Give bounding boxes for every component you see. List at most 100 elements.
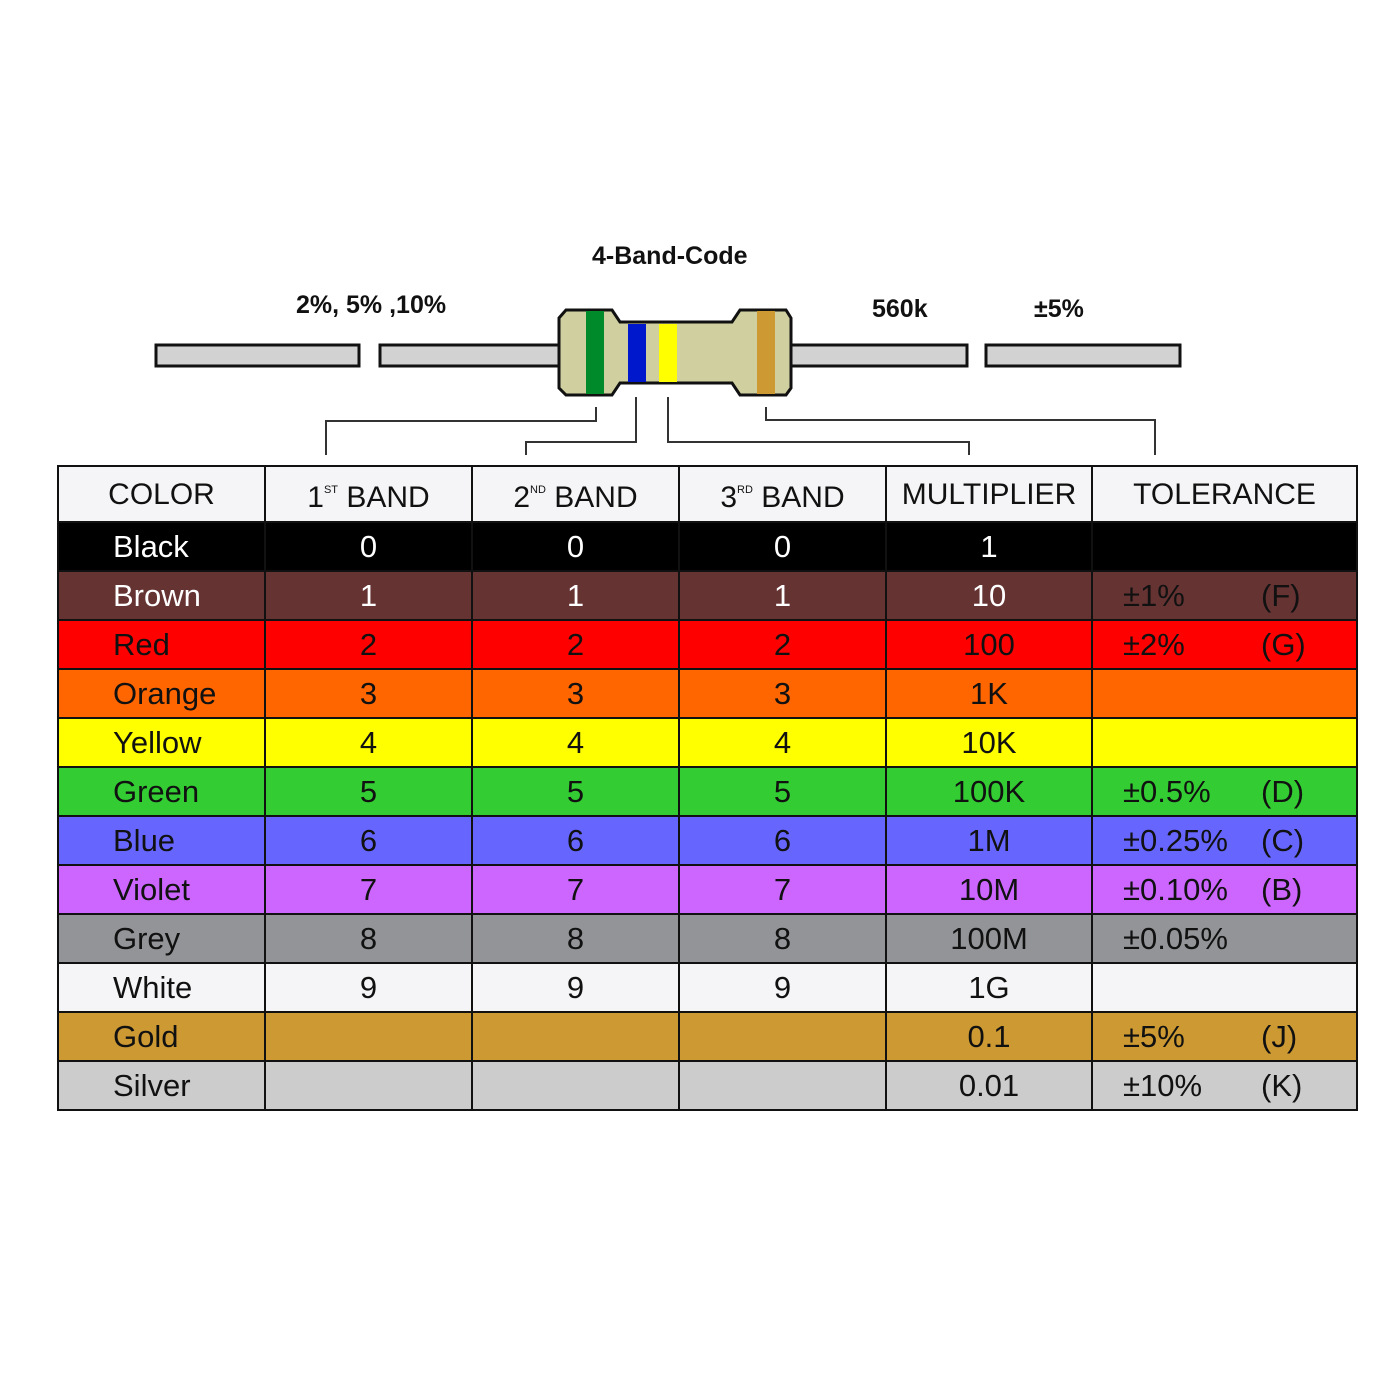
band2-cell	[471, 1060, 680, 1111]
color-name-cell: Silver	[57, 1060, 266, 1111]
tolerance-code: (K)	[1261, 1068, 1303, 1103]
tolerance-code: (F)	[1261, 578, 1301, 613]
band2-cell: 4	[471, 717, 680, 768]
band3-cell: 4	[678, 717, 887, 768]
band1-cell: 4	[264, 717, 473, 768]
band3-cell: 5	[678, 766, 887, 817]
band1-cell: 6	[264, 815, 473, 866]
header-text: 3	[720, 481, 738, 514]
tolerance-cell	[1091, 962, 1358, 1013]
table-row-blue: Blue 6 6 6 1M ±0.25% (C)	[57, 815, 1358, 866]
resistor-diagram	[154, 308, 1182, 455]
multiplier-cell: 100	[885, 619, 1093, 670]
band-1	[586, 311, 604, 394]
tolerance-code: (D)	[1261, 774, 1305, 809]
value-label: 560k	[872, 295, 928, 323]
header-text-rest: BAND	[338, 481, 430, 514]
multiplier-cell: 0.01	[885, 1060, 1093, 1111]
tolerance-value: ±1%	[1123, 578, 1185, 613]
tolerance-code: (J)	[1261, 1019, 1298, 1054]
header-text: 1	[307, 481, 324, 514]
color-name-cell: Black	[57, 521, 266, 572]
header-text: COLOR	[108, 477, 215, 511]
lead-segment	[984, 343, 1182, 368]
column-header: MULTIPLIER	[885, 465, 1093, 523]
color-name-cell: Green	[57, 766, 266, 817]
multiplier-cell: 100K	[885, 766, 1093, 817]
color-code-table: COLOR 1ST BAND 2ND BAND 3RD BAND MULTIPLIER T…	[57, 465, 1358, 1111]
color-name-cell: Yellow	[57, 717, 266, 768]
band2-cell: 0	[471, 521, 680, 572]
multiplier-cell: 0.1	[885, 1011, 1093, 1062]
color-name-cell: White	[57, 962, 266, 1013]
band1-cell	[264, 1060, 473, 1111]
header-superscript: ND	[530, 484, 546, 496]
diagram-title: 4-Band-Code	[592, 242, 748, 270]
tolerance-cell: ±1% (F)	[1091, 570, 1358, 621]
band1-cell: 5	[264, 766, 473, 817]
multiplier-cell: 1	[885, 521, 1093, 572]
table-row-red: Red 2 2 2 100 ±2% (G)	[57, 619, 1358, 670]
color-name-cell: Violet	[57, 864, 266, 915]
band3-cell: 8	[678, 913, 887, 964]
band3-cell	[678, 1011, 887, 1062]
band3-cell: 6	[678, 815, 887, 866]
band2-cell: 7	[471, 864, 680, 915]
color-name-cell: Grey	[57, 913, 266, 964]
tolerance-code: (B)	[1261, 872, 1303, 907]
band2-cell: 2	[471, 619, 680, 670]
tolerance-cell	[1091, 668, 1358, 719]
multiplier-cell: 1K	[885, 668, 1093, 719]
column-header: COLOR	[57, 465, 266, 523]
table-row-grey: Grey 8 8 8 100M ±0.05%	[57, 913, 1358, 964]
tolerance-value: ±0.5%	[1123, 774, 1211, 809]
band3-cell: 0	[678, 521, 887, 572]
tolerance-cell	[1091, 521, 1358, 572]
band3-cell: 1	[678, 570, 887, 621]
band1-cell: 0	[264, 521, 473, 572]
tolerance-value: ±0.05%	[1123, 921, 1228, 956]
multiplier-cell: 10M	[885, 864, 1093, 915]
tolerance-cell	[1091, 717, 1358, 768]
band-4	[757, 311, 775, 394]
column-header: 3RD BAND	[678, 465, 887, 523]
tolerance-cell: ±5% (J)	[1091, 1011, 1358, 1062]
tolerance-cell: ±0.05%	[1091, 913, 1358, 964]
column-header: 1ST BAND	[264, 465, 473, 523]
tolerance-code: (C)	[1261, 823, 1305, 858]
table-row-yellow: Yellow 4 4 4 10K	[57, 717, 1358, 768]
lead-segment	[378, 343, 562, 368]
lead-segment	[788, 343, 969, 368]
multiplier-cell: 10	[885, 570, 1093, 621]
band1-cell: 7	[264, 864, 473, 915]
table-row-silver: Silver 0.01 ±10% (K)	[57, 1060, 1358, 1111]
band2-cell: 9	[471, 962, 680, 1013]
band1-cell: 8	[264, 913, 473, 964]
tolerance-value: ±0.25%	[1123, 823, 1228, 858]
table-header-row: COLOR 1ST BAND 2ND BAND 3RD BAND MULTIPLIER T…	[57, 465, 1358, 523]
band-2	[628, 324, 646, 382]
tolerance-cell: ±0.5% (D)	[1091, 766, 1358, 817]
table-row-gold: Gold 0.1 ±5% (J)	[57, 1011, 1358, 1062]
tolerance-code: (G)	[1261, 627, 1306, 662]
band2-cell: 8	[471, 913, 680, 964]
band1-cell	[264, 1011, 473, 1062]
band3-cell: 3	[678, 668, 887, 719]
table-row-brown: Brown 1 1 1 10 ±1% (F)	[57, 570, 1358, 621]
tolerance-cell: ±0.25% (C)	[1091, 815, 1358, 866]
band2-cell	[471, 1011, 680, 1062]
band-3	[659, 324, 677, 382]
band1-cell: 1	[264, 570, 473, 621]
color-name-cell: Orange	[57, 668, 266, 719]
table-row-violet: Violet 7 7 7 10M ±0.10% (B)	[57, 864, 1358, 915]
multiplier-cell: 100M	[885, 913, 1093, 964]
table-row-black: Black 0 0 0 1	[57, 521, 1358, 572]
tolerance-value: ±5%	[1123, 1019, 1185, 1054]
band3-cell	[678, 1060, 887, 1111]
header-text-rest: BAND	[545, 481, 638, 514]
multiplier-cell: 10K	[885, 717, 1093, 768]
band2-cell: 3	[471, 668, 680, 719]
color-name-cell: Brown	[57, 570, 266, 621]
tolerance-range-label: 2%, 5% ,10%	[296, 291, 447, 319]
tolerance-cell: ±2% (G)	[1091, 619, 1358, 670]
